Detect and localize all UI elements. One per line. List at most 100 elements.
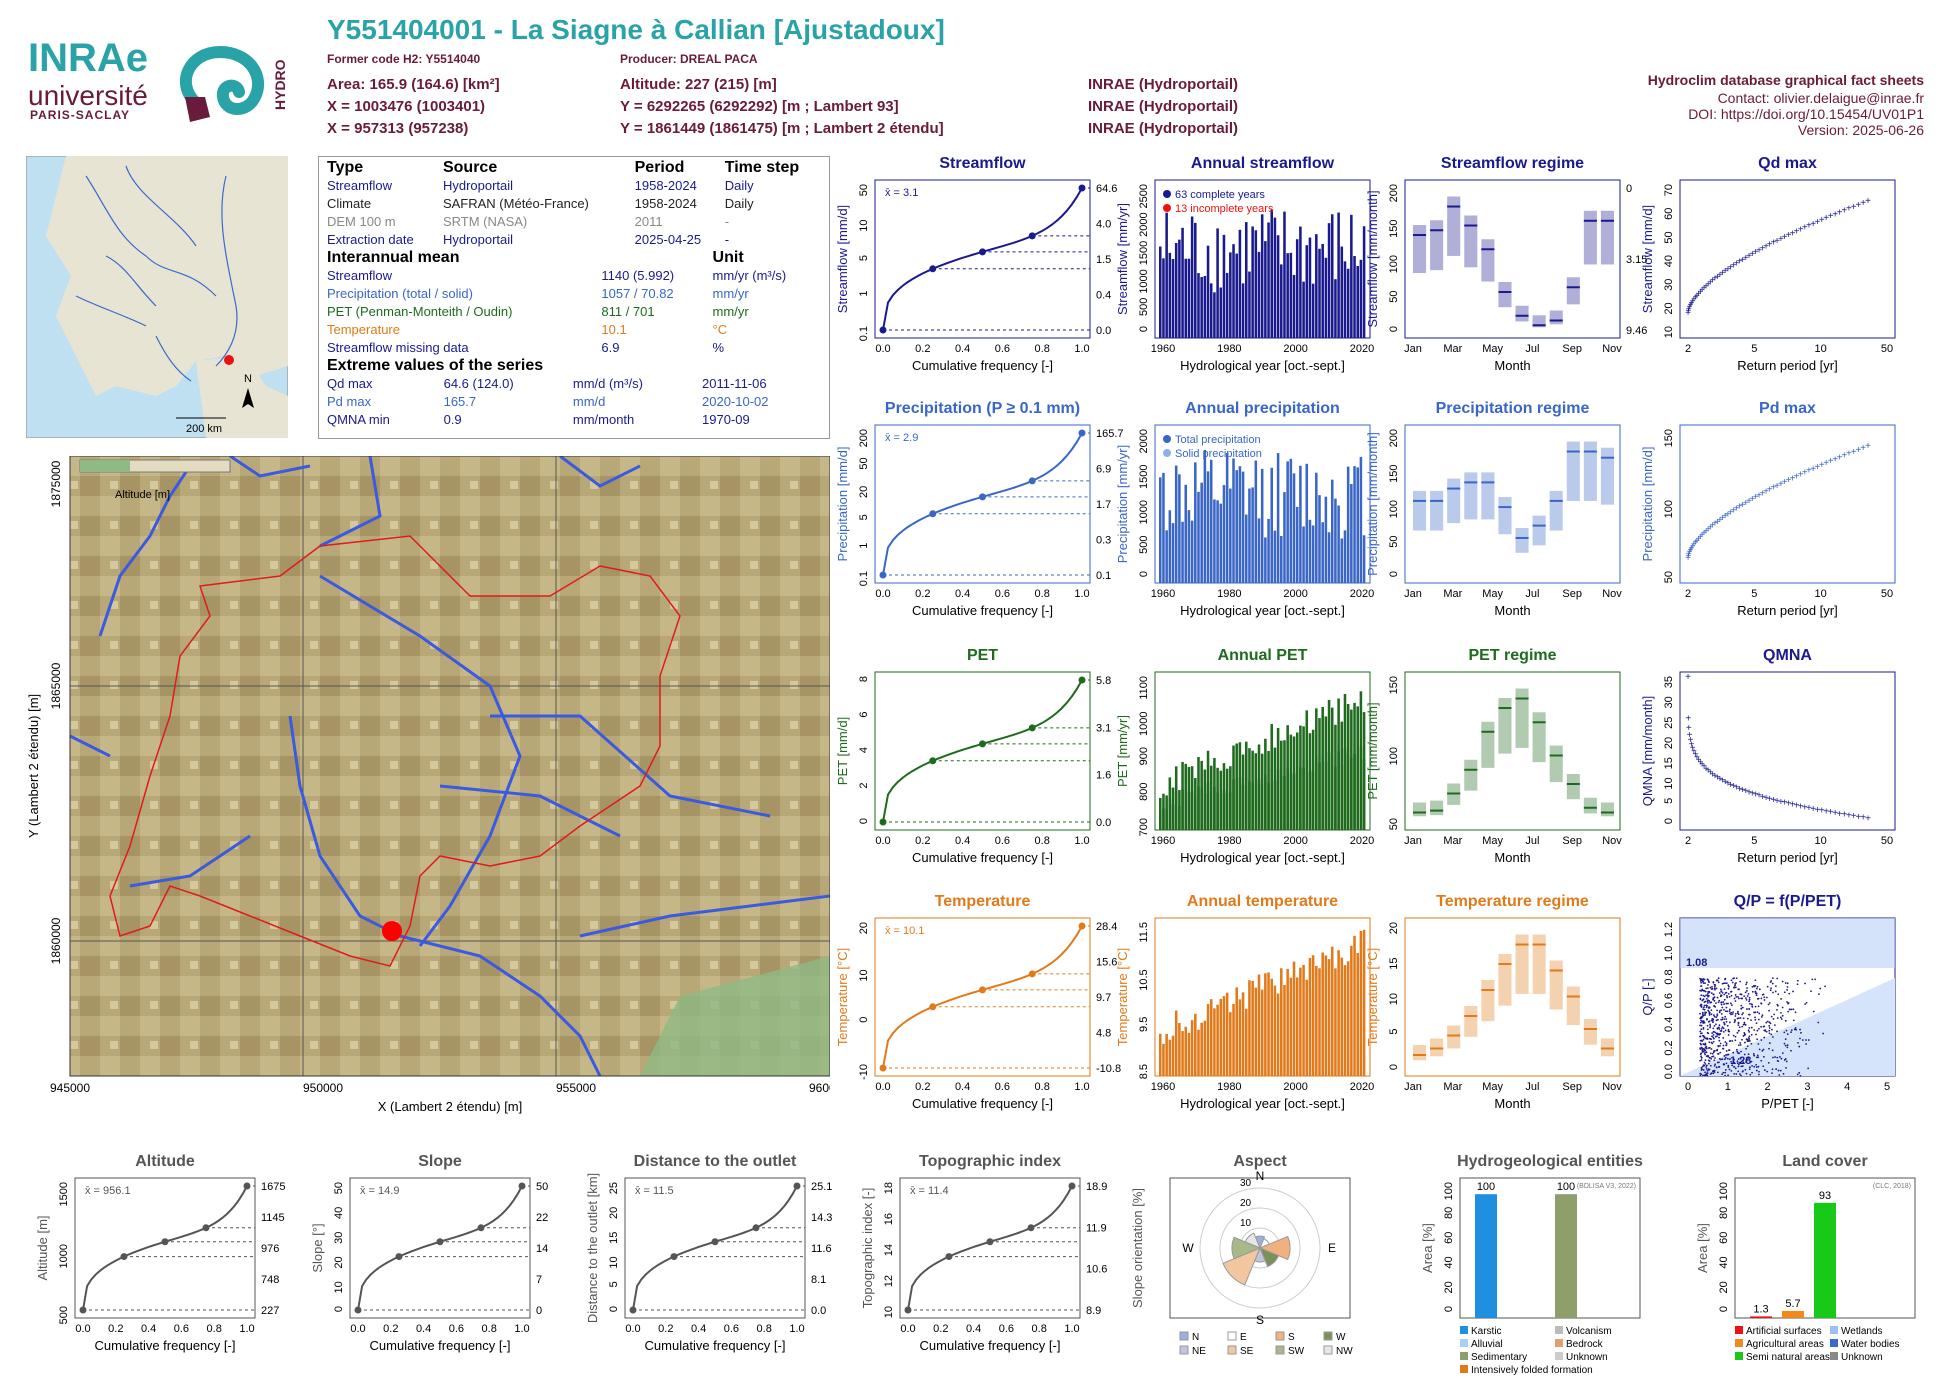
ytick-right: 6.9 (1096, 464, 1111, 476)
point (1725, 1044, 1728, 1047)
point (1722, 1071, 1725, 1074)
point (1784, 1019, 1787, 1022)
plot-frame (349, 1177, 531, 1319)
bar (1295, 239, 1299, 338)
point (1781, 1014, 1784, 1017)
point (1720, 1012, 1723, 1015)
point (1700, 1019, 1703, 1022)
point (1721, 1073, 1724, 1076)
ytick: 10 (1663, 326, 1675, 338)
xtick: 0.2 (915, 835, 930, 847)
point: + (1710, 769, 1716, 780)
xtick: 1960 (1151, 343, 1175, 355)
point (1699, 1024, 1701, 1027)
point: + (1819, 806, 1825, 817)
plot-frame (624, 1177, 806, 1319)
xtick: 0.0 (900, 1323, 915, 1335)
point (1736, 1060, 1739, 1063)
point: + (1710, 521, 1716, 532)
ytick: 0.8 (1663, 969, 1675, 984)
bar (1248, 980, 1251, 1076)
bar (1321, 522, 1324, 583)
point (1756, 1054, 1759, 1057)
point (1747, 1040, 1750, 1042)
point (1790, 1029, 1793, 1032)
point (1768, 1009, 1770, 1012)
point: + (1828, 211, 1834, 222)
bar-label: 93 (1819, 1190, 1831, 1202)
point (1728, 1040, 1731, 1043)
bar (1168, 1039, 1172, 1076)
ylabel: PET [mm/d] (835, 717, 850, 785)
point (1703, 1064, 1706, 1067)
point (1786, 1001, 1788, 1003)
point (1706, 1070, 1709, 1072)
point (1735, 977, 1738, 980)
point (1792, 1008, 1795, 1011)
inrae-logo: INRAe (28, 36, 149, 80)
point (1717, 1066, 1720, 1068)
ytick: 10 (858, 220, 870, 232)
ytick-right: 0.4 (1096, 290, 1111, 302)
point: + (1746, 251, 1752, 262)
point (1728, 1058, 1731, 1061)
bar (1353, 753, 1356, 830)
point (1812, 1010, 1815, 1013)
catchment-map: Altitude [m] 945000950000955000960000965… (26, 456, 830, 1114)
point (1786, 1046, 1789, 1049)
point (1701, 1040, 1704, 1042)
chart-title: Aspect (1233, 1153, 1287, 1170)
ytick: 1.2 (1663, 922, 1675, 937)
ytick: 150 (1388, 465, 1400, 483)
point (1722, 1027, 1725, 1030)
point (1718, 1011, 1721, 1014)
point: + (1686, 304, 1692, 315)
point (1725, 1006, 1728, 1009)
ytick: 50 (858, 184, 870, 196)
point (1699, 1074, 1702, 1077)
quantile-point (1028, 970, 1036, 978)
bar (1318, 968, 1321, 1076)
point (1766, 985, 1769, 988)
point (1762, 1055, 1765, 1058)
mean-row: Precipitation (total / solid) 1057 / 70.8… (327, 286, 749, 301)
ytick-right: 0 (536, 1305, 542, 1317)
point (1720, 1030, 1723, 1032)
point (1786, 986, 1789, 988)
ytick: 0.2 (1663, 1040, 1675, 1055)
point (1723, 998, 1726, 1001)
xtick: 1980 (1217, 343, 1241, 355)
bar (1334, 766, 1337, 830)
point (1764, 1029, 1767, 1032)
point (1714, 1057, 1716, 1059)
point (1704, 1000, 1707, 1003)
bar (1181, 227, 1184, 338)
point: + (1691, 747, 1697, 758)
ytick: 30 (333, 1232, 345, 1244)
point (1731, 1064, 1734, 1067)
bar (1270, 209, 1274, 338)
bar (1197, 273, 1200, 338)
point (1770, 1033, 1773, 1036)
bar (1327, 223, 1331, 338)
ylabel: Slope orientation [%] (1130, 1188, 1145, 1308)
point (1709, 1001, 1712, 1004)
xtick: 0.6 (995, 835, 1010, 847)
point (1715, 1023, 1717, 1026)
bar (1244, 776, 1248, 830)
ylabel: Streamflow [mm/month] (1365, 190, 1380, 327)
box (1600, 210, 1614, 265)
bar (1174, 1010, 1178, 1076)
point (1704, 1043, 1707, 1046)
point (1708, 1041, 1711, 1044)
bar (1356, 755, 1359, 830)
bar (1286, 767, 1289, 830)
xtick: 1.0 (239, 1323, 254, 1335)
point (1711, 1052, 1714, 1055)
bar (1260, 784, 1264, 830)
bar (1353, 256, 1356, 338)
point (1749, 1073, 1752, 1076)
plot-frame (1679, 424, 1896, 584)
point (1703, 1061, 1706, 1064)
bar (1257, 518, 1261, 583)
